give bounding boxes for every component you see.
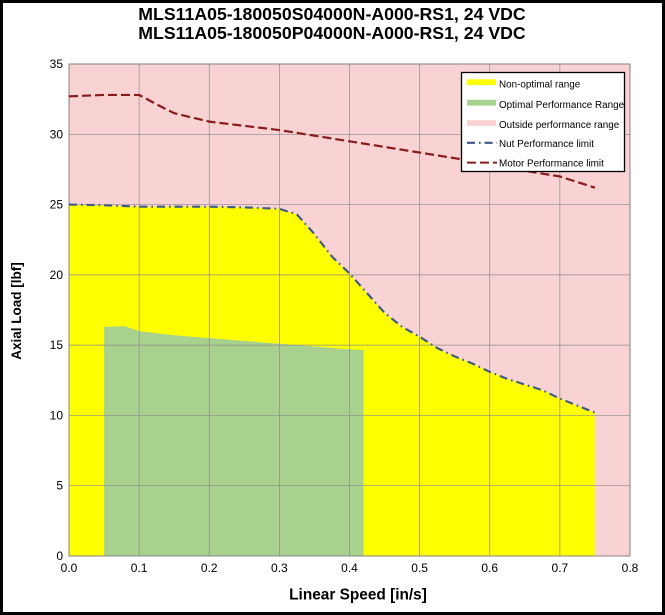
svg-text:0.5: 0.5: [411, 561, 428, 575]
svg-text:0.3: 0.3: [271, 561, 288, 575]
svg-text:0.7: 0.7: [552, 561, 569, 575]
svg-text:0.6: 0.6: [481, 561, 498, 575]
svg-text:5: 5: [56, 479, 63, 493]
svg-text:25: 25: [50, 198, 64, 212]
svg-text:0.1: 0.1: [131, 561, 148, 575]
svg-text:Nut Performance limit: Nut Performance limit: [499, 139, 594, 150]
svg-text:15: 15: [50, 338, 64, 352]
svg-text:MLS11A05-180050P04000N-A000-RS: MLS11A05-180050P04000N-A000-RS1, 24 VDC: [138, 23, 526, 43]
svg-text:Optimal Performance Range: Optimal Performance Range: [499, 100, 625, 111]
svg-text:0.0: 0.0: [61, 561, 78, 575]
svg-text:0.2: 0.2: [201, 561, 218, 575]
svg-text:20: 20: [50, 268, 64, 282]
svg-text:Outside performance range: Outside performance range: [499, 120, 620, 131]
svg-text:Linear Speed [in/s]: Linear Speed [in/s]: [289, 587, 427, 604]
svg-text:MLS11A05-180050S04000N-A000-RS: MLS11A05-180050S04000N-A000-RS1, 24 VDC: [138, 4, 526, 24]
svg-text:0.8: 0.8: [622, 561, 639, 575]
svg-text:0.4: 0.4: [341, 561, 358, 575]
svg-text:35: 35: [50, 57, 64, 71]
svg-text:10: 10: [50, 408, 64, 422]
svg-text:Motor Performance limit: Motor Performance limit: [499, 159, 604, 170]
svg-text:Non-optimal range: Non-optimal range: [499, 79, 581, 90]
svg-text:30: 30: [50, 127, 64, 141]
svg-text:Axial Load [lbf]: Axial Load [lbf]: [9, 262, 24, 360]
